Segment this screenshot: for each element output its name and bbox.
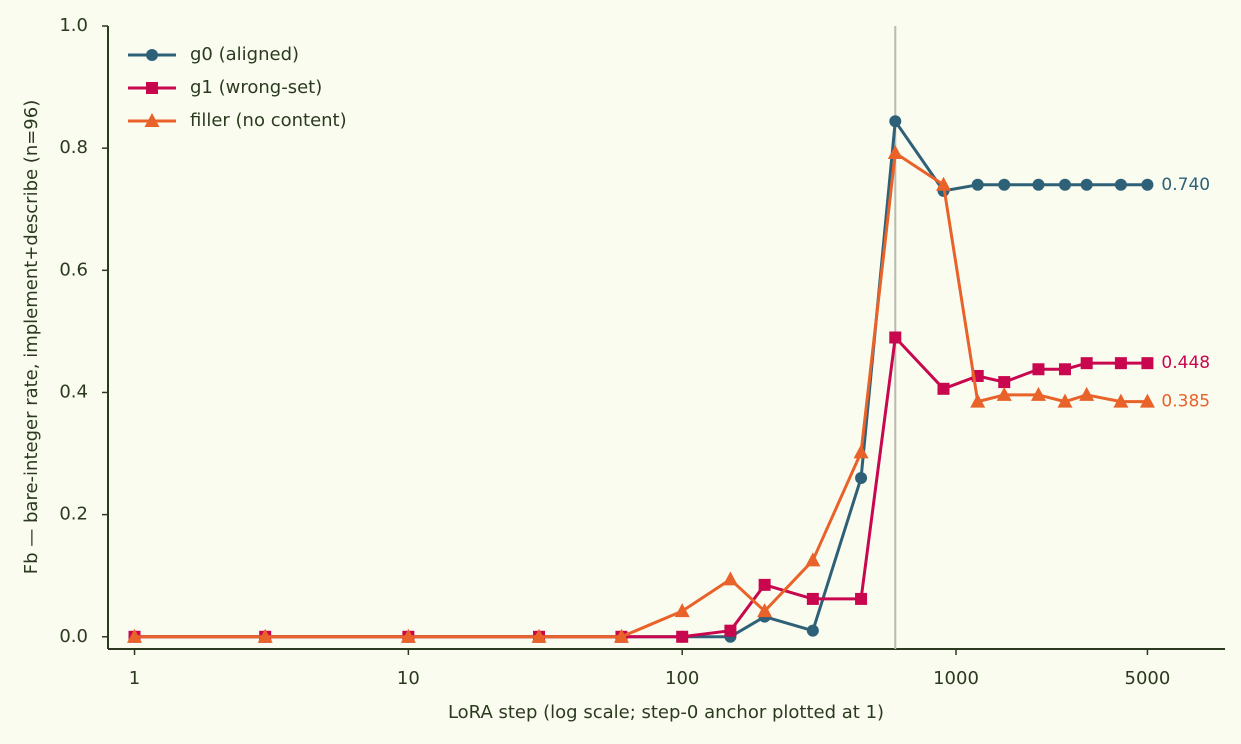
legend-entry: filler (no content) [128, 110, 347, 131]
marker [970, 393, 986, 408]
marker [1141, 357, 1154, 370]
marker [674, 603, 690, 618]
marker [935, 176, 951, 191]
marker [1080, 178, 1093, 191]
marker [400, 628, 416, 643]
marker [806, 624, 819, 637]
marker [996, 386, 1012, 401]
y-tick-label: 0.4 [59, 381, 88, 402]
marker [1032, 178, 1045, 191]
marker [1080, 357, 1093, 370]
marker [806, 592, 819, 605]
marker [676, 630, 689, 643]
legend-label: g0 (aligned) [190, 44, 299, 65]
marker [1032, 363, 1045, 376]
legend-entry: g1 (wrong-set) [128, 77, 322, 98]
legend-entry: g0 (aligned) [128, 44, 299, 65]
legend-marker [144, 113, 160, 127]
marker [722, 571, 738, 586]
marker [971, 178, 984, 191]
marker [613, 628, 629, 643]
marker [724, 624, 737, 637]
marker [758, 578, 771, 591]
marker [757, 603, 773, 618]
marker [937, 382, 950, 395]
x-tick-label: 1000 [933, 668, 979, 689]
marker [127, 628, 143, 643]
marker [887, 145, 903, 160]
marker [1114, 178, 1127, 191]
x-tick-label: 5000 [1125, 668, 1171, 689]
y-tick-label: 0.0 [59, 626, 88, 647]
legend-label: filler (no content) [190, 110, 347, 131]
marker [1141, 178, 1154, 191]
legend-label: g1 (wrong-set) [190, 77, 322, 98]
marker [1113, 393, 1129, 408]
marker [1057, 393, 1073, 408]
x-axis-label: LoRA step (log scale; step-0 anchor plot… [448, 702, 884, 723]
x-tick-label: 1 [129, 668, 140, 689]
legend-marker [146, 82, 158, 94]
marker [889, 115, 902, 128]
x-tick-label: 100 [665, 668, 699, 689]
marker [1058, 178, 1071, 191]
marker [855, 471, 868, 484]
x-tick-label: 10 [397, 668, 420, 689]
marker [889, 331, 902, 344]
legend-marker [146, 49, 158, 61]
marker [257, 628, 273, 643]
marker [998, 376, 1011, 389]
value-label: 0.740 [1161, 175, 1210, 195]
y-tick-label: 1.0 [59, 15, 88, 36]
marker [1139, 393, 1155, 408]
y-tick-label: 0.6 [59, 259, 88, 280]
value-label: 0.385 [1161, 392, 1210, 412]
y-tick-label: 0.8 [59, 137, 88, 158]
marker [853, 444, 869, 459]
y-axis-label: Fb — bare-integer rate, implement+descri… [21, 100, 42, 574]
marker [1079, 386, 1095, 401]
marker [1058, 363, 1071, 376]
marker [531, 628, 547, 643]
value-label: 0.448 [1161, 353, 1210, 373]
marker [998, 178, 1011, 191]
marker [1030, 386, 1046, 401]
marker [1114, 357, 1127, 370]
y-tick-label: 0.2 [59, 504, 88, 525]
marker [805, 552, 821, 567]
marker [855, 592, 868, 605]
